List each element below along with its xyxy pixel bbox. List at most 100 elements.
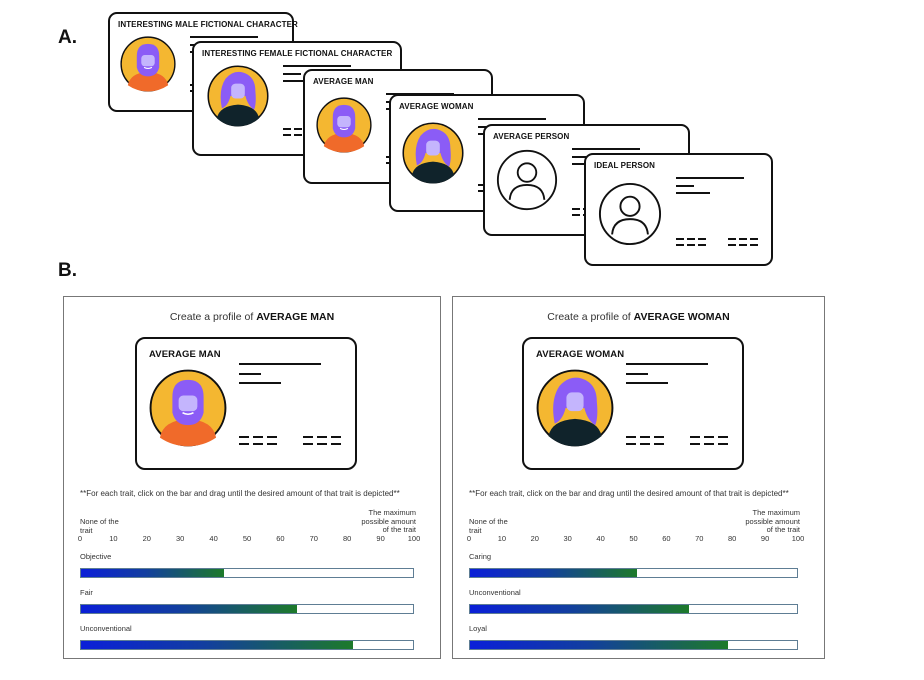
profile-card-title: AVERAGE MAN (149, 349, 221, 360)
card-dash (253, 443, 263, 445)
trait-name: Unconventional (80, 624, 132, 633)
scale-tick: 30 (563, 534, 572, 543)
scale-min-label: None of the trait (80, 517, 119, 535)
bearded-person-icon (149, 369, 227, 447)
scale-tick: 100 (407, 534, 421, 543)
card-dash (704, 436, 714, 438)
card-dash (572, 214, 580, 216)
card-line (626, 363, 708, 365)
card-line (190, 36, 258, 38)
card-dash (640, 443, 650, 445)
panel-heading: Create a profile of AVERAGE WOMAN (453, 311, 824, 323)
scale-tick: 70 (309, 534, 318, 543)
profile-card: AVERAGE WOMAN (522, 337, 744, 470)
trait-name: Fair (80, 588, 93, 597)
instruction-text: **For each trait, click on the bar and d… (469, 489, 789, 498)
card-line (239, 373, 261, 375)
trait-slider[interactable] (80, 640, 414, 650)
card-dash (640, 436, 650, 438)
scale-tick: 10 (497, 534, 507, 543)
card-line (572, 156, 590, 158)
profile-card: AVERAGE MAN (135, 337, 357, 470)
card-line (239, 363, 321, 365)
long-hair-person-icon (536, 369, 614, 447)
card-avatar (207, 65, 269, 132)
heading-prefix: Create a profile of (169, 311, 257, 323)
scale-tick: 100 (791, 534, 805, 543)
heading-subject: AVERAGE MAN (256, 311, 335, 323)
card-avatar (598, 182, 662, 251)
card-dash (728, 238, 736, 240)
card-dash (253, 436, 263, 438)
scale-tick: 70 (695, 534, 704, 543)
scale-tick: 80 (343, 534, 352, 543)
card-dash (718, 443, 728, 445)
card-dash (676, 244, 684, 246)
trait-slider-fill (470, 641, 729, 649)
card-line (283, 80, 317, 82)
scale-tick: 40 (209, 534, 218, 543)
card-dash (704, 443, 714, 445)
card-dash (718, 436, 728, 438)
card-dash (739, 238, 747, 240)
person-outline-icon (598, 182, 662, 246)
scale-tick: 50 (629, 534, 638, 543)
profile-avatar (536, 369, 614, 452)
card-dash (690, 436, 700, 438)
card-line (239, 382, 281, 384)
id-card: IDEAL PERSON (584, 153, 773, 266)
profile-card-title: AVERAGE WOMAN (536, 349, 625, 360)
card-dash (572, 208, 580, 210)
card-dash (267, 443, 277, 445)
scale-max-label: The maximum possible amount of the trait (745, 508, 800, 534)
card-title: INTERESTING FEMALE FICTIONAL CHARACTER (202, 49, 393, 58)
trait-slider-fill (470, 569, 637, 577)
trait-name: Unconventional (469, 588, 521, 597)
card-dash (626, 436, 636, 438)
card-dash (698, 244, 706, 246)
trait-slider-fill (81, 605, 297, 613)
scale-tick: 90 (760, 534, 770, 543)
scale-tick: 50 (242, 534, 252, 543)
card-dash (267, 436, 277, 438)
card-avatar (402, 122, 464, 189)
long-hair-person-icon (402, 122, 464, 184)
card-dash (750, 238, 758, 240)
card-dash (303, 443, 313, 445)
trait-slider[interactable] (469, 640, 798, 650)
scale-min-label: None of the trait (469, 517, 508, 535)
card-dash (283, 134, 291, 136)
card-dash (690, 443, 700, 445)
heading-prefix: Create a profile of (547, 311, 634, 323)
scale-tick: 30 (176, 534, 185, 543)
trait-slider-fill (470, 605, 690, 613)
card-line (676, 185, 694, 187)
card-dash (303, 436, 313, 438)
trait-slider-fill (81, 569, 224, 577)
card-line (283, 73, 301, 75)
scale-tick: 0 (466, 534, 472, 543)
trait-slider[interactable] (80, 604, 414, 614)
card-dash (750, 244, 758, 246)
card-dash (317, 436, 327, 438)
card-dash (654, 436, 664, 438)
scale-max-label: The maximum possible amount of the trait (361, 508, 416, 534)
scale-tick: 40 (596, 534, 605, 543)
card-dash (294, 128, 302, 130)
trait-slider[interactable] (469, 568, 798, 578)
card-title: AVERAGE MAN (313, 77, 374, 86)
scale-tick: 60 (662, 534, 671, 543)
long-hair-person-icon (207, 65, 269, 127)
card-dash (739, 244, 747, 246)
card-dash (478, 184, 486, 186)
card-line (626, 382, 668, 384)
card-dash (283, 128, 291, 130)
bearded-person-icon (120, 36, 176, 92)
card-line (676, 177, 744, 179)
trait-name: Objective (80, 552, 112, 561)
trait-slider[interactable] (469, 604, 798, 614)
card-line (626, 373, 648, 375)
trait-name: Loyal (469, 624, 487, 633)
trait-slider[interactable] (80, 568, 414, 578)
card-avatar (496, 149, 558, 216)
